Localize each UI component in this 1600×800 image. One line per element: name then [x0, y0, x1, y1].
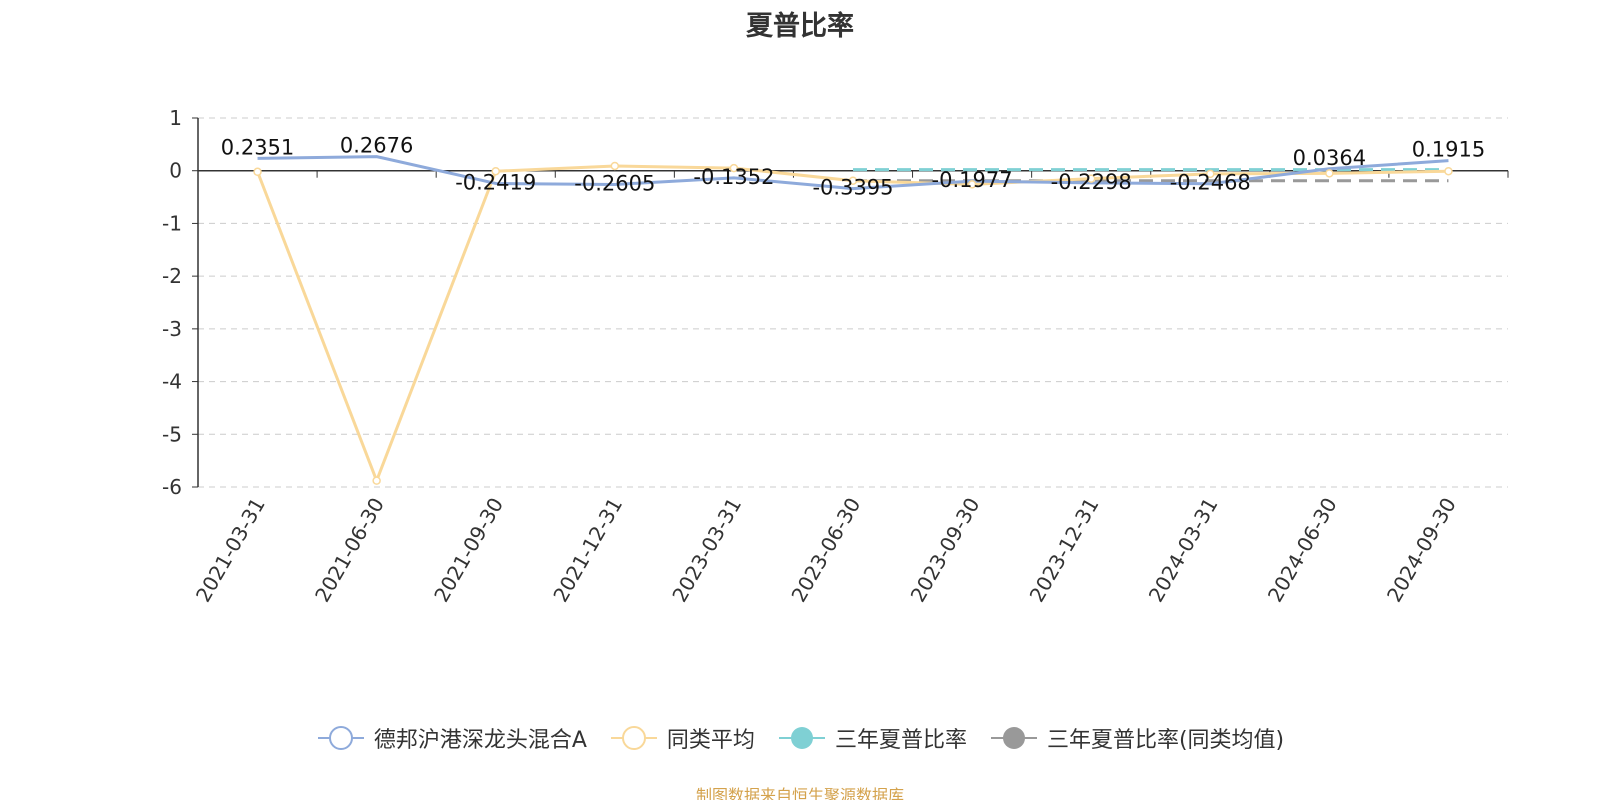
y-tick-label-4: -3	[162, 317, 182, 341]
x-tick-label-2023-09-30: 2023-09-30	[906, 493, 985, 606]
y-tick-label-0: 1	[169, 106, 182, 130]
x-tick-label-2024-06-30: 2024-06-30	[1263, 494, 1342, 607]
fund-data-label: -0.1352	[693, 165, 774, 189]
fund-data-label: 0.2351	[221, 135, 294, 159]
x-tick-label-2024-03-31: 2024-03-31	[1144, 494, 1223, 607]
legend-peer-hollow-circle-icon	[610, 726, 657, 750]
peer-average-point	[967, 180, 977, 189]
fund-data-label: -0.2468	[1170, 171, 1251, 195]
peer-average-point	[1086, 174, 1096, 183]
peer-average-point	[1206, 169, 1215, 179]
peer-average-line	[256, 164, 1449, 483]
y-tick-label-2: -1	[162, 211, 182, 235]
y-tick-label-3: -2	[162, 264, 182, 288]
legend-item-fund[interactable]: 德邦沪港深龙头混合A	[316, 722, 587, 754]
legend-label-three-year-sharpe: 三年夏普比率	[834, 728, 967, 753]
legend-three-year-peer-filled-circle-icon	[990, 727, 1037, 749]
fund-data-label: 0.2676	[340, 134, 413, 158]
x-tick-label-2024-09-30: 2024-09-30	[1382, 494, 1461, 607]
x-tick-label-2021-09-30: 2021-09-30	[429, 494, 508, 607]
legend-item-three-year-sharpe[interactable]: 三年夏普比率	[777, 722, 967, 754]
legend-item-three-year-sharpe-peer[interactable]: 三年夏普比率(同类均值)	[989, 722, 1284, 754]
legend-label-three-year-sharpe-peer: 三年夏普比率(同类均值)	[1046, 728, 1285, 753]
peer-average-point	[253, 167, 262, 177]
fund-data-label: -0.3395	[812, 176, 893, 200]
fund-data-label: 0.0364	[1293, 146, 1366, 170]
peer-average-point	[848, 176, 858, 185]
fund-data-label: 0.1915	[1412, 138, 1485, 162]
chart-legend: 德邦沪港深龙头混合A 同类平均 三年夏普比率 三年夏普比率(同类均值)	[0, 722, 1600, 754]
chart-title: 夏普比率	[746, 11, 854, 42]
peer-average-point	[729, 163, 739, 173]
legend-three-year-filled-circle-icon	[778, 727, 825, 749]
x-tick-label-2021-12-31: 2021-12-31	[548, 494, 627, 607]
peer-average-point	[491, 166, 500, 176]
fund-data-label: -0.2298	[1051, 170, 1132, 194]
y-tick-label-5: -4	[162, 370, 182, 394]
legend-label-fund: 德邦沪港深龙头混合A	[373, 728, 587, 753]
peer-average-point	[1444, 166, 1453, 176]
x-tick-label-2023-12-31: 2023-12-31	[1025, 494, 1104, 607]
fund-data-label: -0.2419	[455, 170, 536, 194]
x-tick-label-2023-03-31: 2023-03-31	[667, 494, 746, 607]
legend-fund-hollow-circle-icon	[317, 726, 364, 750]
peer-average-point	[372, 476, 381, 485]
fund-line	[257, 155, 1449, 191]
data-source-note: 制图数据来自恒生聚源数据库	[695, 786, 904, 800]
y-tick-label-1: 0	[169, 159, 182, 183]
legend-label-peer-average: 同类平均	[666, 728, 755, 753]
peer-average-point	[1325, 169, 1334, 178]
peer-average-point	[610, 161, 620, 171]
fund-data-label: -0.2605	[574, 171, 655, 195]
y-tick-label-6: -5	[162, 422, 182, 446]
y-tick-label-7: -6	[162, 475, 182, 499]
fund-data-label: -0.1977	[932, 168, 1013, 192]
legend-item-peer-average[interactable]: 同类平均	[609, 722, 755, 754]
x-tick-label-2023-06-30: 2023-06-30	[786, 494, 865, 607]
x-tick-label-2021-03-31: 2021-03-31	[191, 494, 270, 607]
x-tick-label-2021-06-30: 2021-06-30	[310, 494, 389, 607]
